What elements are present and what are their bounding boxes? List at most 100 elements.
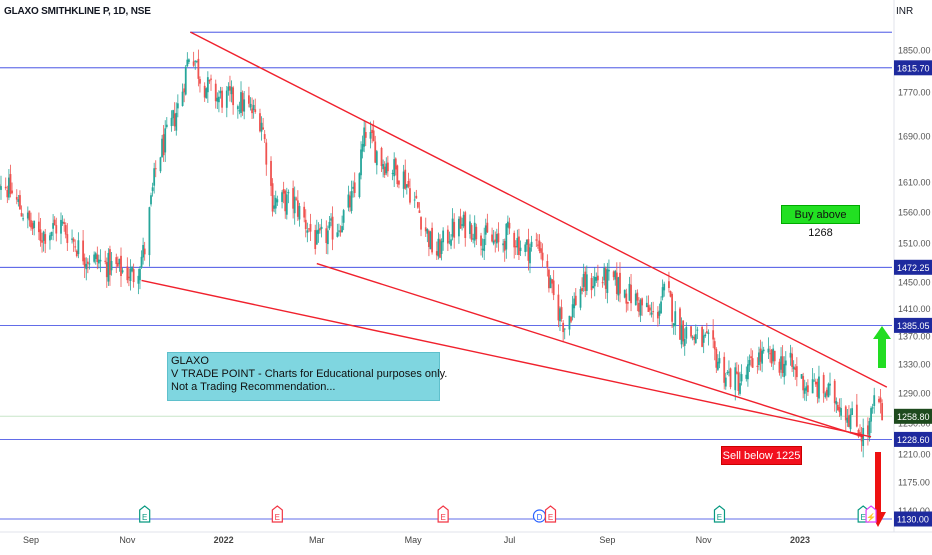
candle-body (218, 97, 220, 102)
candle-body (801, 374, 803, 379)
candle-body (524, 244, 526, 252)
candle-body (251, 108, 253, 113)
candle-body (406, 184, 408, 188)
candle-body (704, 335, 706, 337)
candle-body (254, 109, 256, 112)
candle-body (540, 248, 542, 253)
candle-body (791, 354, 793, 367)
candle-body (171, 118, 173, 126)
candle-body (878, 399, 880, 402)
candle-body (782, 356, 784, 373)
candle-body (695, 334, 697, 343)
candle-body (404, 170, 406, 189)
candle-body (316, 230, 318, 244)
candle-body (286, 194, 288, 214)
candle-body (104, 261, 106, 262)
candle-body (452, 219, 454, 237)
candle-body (292, 188, 294, 209)
candle-body (575, 296, 577, 305)
candle-body (381, 148, 383, 166)
candle-body (308, 228, 310, 229)
price-level-label: 1472.25 (897, 263, 930, 273)
candle-body (636, 293, 638, 301)
candle-body (186, 60, 188, 66)
candle-body (597, 276, 599, 281)
candle-body (520, 248, 522, 251)
candle-body (283, 189, 285, 194)
candle-body (385, 163, 387, 173)
candle-body (305, 220, 307, 229)
candle-body (780, 356, 782, 369)
candle-body (205, 88, 207, 98)
last-price-label: 1258.80 (897, 412, 930, 422)
candle-body (174, 113, 176, 126)
candle-body (572, 304, 574, 317)
candle-body (469, 221, 471, 234)
candle-body (139, 269, 141, 280)
candle-body (472, 238, 474, 239)
candle-body (430, 232, 432, 250)
note-line-1: GLAXO (171, 355, 436, 368)
candle-body (515, 246, 517, 247)
candle-body (336, 232, 338, 237)
candle-body (772, 349, 774, 362)
candle-body (17, 199, 19, 202)
candle-body (823, 375, 825, 393)
up-arrow[interactable] (873, 326, 891, 368)
candle-body (692, 337, 694, 338)
candle-body (325, 228, 327, 243)
candle-body (486, 223, 488, 233)
candle-body (505, 224, 507, 250)
candle-body (708, 332, 710, 334)
candle-body (276, 199, 278, 202)
candle-body (243, 99, 245, 111)
candle-body (199, 79, 201, 84)
y-tick-label: 1560.00 (898, 208, 931, 218)
candle-body (750, 356, 752, 358)
candle-body (338, 231, 340, 232)
candle-body (11, 191, 13, 194)
candle-body (564, 329, 566, 330)
x-tick-label: Mar (309, 535, 325, 545)
candle-body (232, 87, 234, 105)
candle-body (341, 226, 343, 232)
buy-label[interactable]: Buy above 1268 (781, 205, 860, 224)
candle-body (758, 352, 760, 365)
sell-label[interactable]: Sell below 1225 (721, 446, 802, 465)
candle-body (188, 59, 190, 62)
candle-body (648, 305, 650, 312)
candle-body (482, 249, 484, 250)
candle-body (870, 408, 872, 421)
candle-body (542, 253, 544, 261)
candle-body (537, 245, 539, 246)
candle-body (670, 291, 672, 297)
candle-body (850, 415, 852, 430)
candle-body (340, 230, 342, 232)
candle-body (526, 240, 528, 245)
candle-body (272, 183, 274, 211)
x-tick-label: Nov (696, 535, 713, 545)
candle-body (16, 197, 18, 200)
candle-body (739, 383, 741, 394)
x-tick-label: Sep (599, 535, 615, 545)
candle-body (29, 211, 31, 221)
candle-body (685, 327, 687, 339)
y-tick-label: 1610.00 (898, 178, 931, 188)
candle-body (149, 207, 151, 255)
candle-body (834, 381, 836, 403)
candle-body (196, 61, 198, 62)
candle-body (8, 178, 10, 198)
note-box[interactable]: GLAXO V TRADE POINT - Charts for Educati… (167, 352, 440, 401)
candle-body (142, 245, 144, 257)
y-tick-label: 1770.00 (898, 88, 931, 98)
candle-body (41, 240, 43, 242)
candle-body (594, 277, 596, 287)
candle-body (627, 302, 629, 304)
candle-body (237, 106, 239, 109)
candle-body (608, 270, 610, 271)
candle-body (420, 217, 422, 229)
candle-body (761, 351, 763, 364)
candle-body (712, 330, 714, 339)
